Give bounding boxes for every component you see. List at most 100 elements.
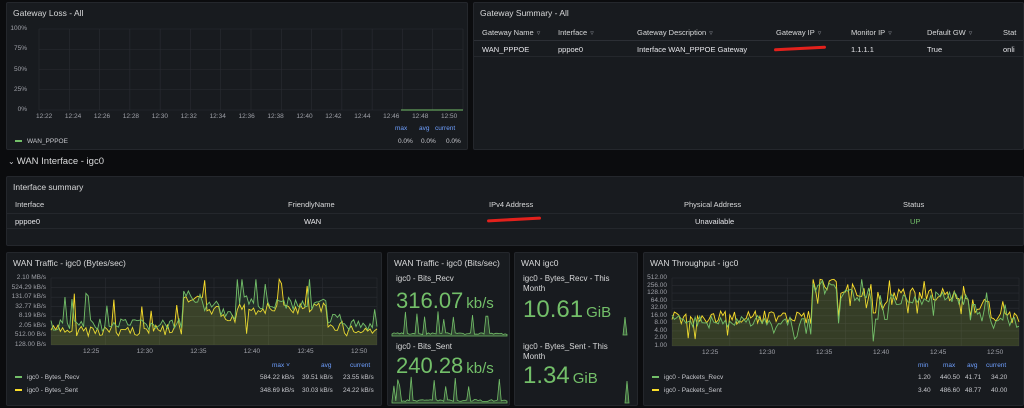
x-tick-label: 12:48 bbox=[412, 113, 429, 120]
y-tick-label: 128.00 B/s bbox=[14, 341, 46, 348]
stat-value-sent[interactable]: 1.34 GiB bbox=[523, 362, 598, 389]
column-header-gateway-ip[interactable]: Gateway IP ▿ bbox=[776, 28, 822, 37]
cell-physical-address: Unavailable bbox=[695, 217, 735, 226]
series-line-bytes-sent bbox=[50, 277, 378, 338]
panel-title[interactable]: Gateway Loss - All bbox=[13, 8, 84, 18]
wan-traffic-bytes-panel: WAN Traffic - igc0 (Bytes/sec) 2.10 MB/s… bbox=[6, 252, 382, 406]
row-header[interactable]: ⌄ WAN Interface - igc0 bbox=[8, 156, 104, 170]
column-header-monitor-ip[interactable]: Monitor IP ▿ bbox=[851, 28, 892, 37]
gateway-summary-panel: Gateway Summary - All Gateway Name ▿ Inte… bbox=[473, 2, 1024, 150]
series-name: igc0 - Packets_Sent bbox=[664, 387, 722, 394]
table-row[interactable]: pppoe0 WAN Unavailable UP bbox=[7, 213, 1023, 229]
x-tick-label: 12:25 bbox=[83, 348, 100, 355]
series-line-bytes-recv bbox=[50, 279, 378, 332]
legend-header-max[interactable]: max bbox=[395, 125, 408, 132]
legend-header-current[interactable]: current bbox=[435, 125, 456, 132]
y-tick-label: 512.00 B/s bbox=[14, 331, 46, 339]
legend-header-avg[interactable]: avg bbox=[321, 362, 332, 369]
panel-title[interactable]: Interface summary bbox=[13, 182, 84, 192]
panel-title[interactable]: Gateway Summary - All bbox=[480, 8, 569, 18]
x-tick-label: 12:38 bbox=[267, 113, 284, 120]
y-tick-label: 1.00 bbox=[654, 342, 667, 349]
stat-value-sent[interactable]: 240.28 kb/s bbox=[396, 353, 494, 378]
stat-value-recv[interactable]: 10.61 GiB bbox=[523, 296, 612, 323]
y-tick-label: 75% bbox=[13, 45, 27, 53]
x-tick-label: 12:28 bbox=[122, 113, 140, 120]
x-tick-label: 12:36 bbox=[238, 113, 255, 120]
legend-item-wan-pppoe[interactable]: WAN_PPPOE 0.0% 0.0% 0.0% bbox=[15, 138, 465, 145]
column-header-gateway-description[interactable]: Gateway Description ▿ bbox=[637, 28, 713, 37]
panel-title[interactable]: WAN Traffic - igc0 (Bytes/sec) bbox=[13, 258, 126, 268]
legend-current: 23.55 kB/s bbox=[343, 374, 374, 381]
legend-item-packets-sent[interactable]: igc0 - Packets_Sent 3.40 486.60 48.77 40… bbox=[652, 387, 1022, 394]
legend-avg: 41.71 bbox=[965, 374, 982, 381]
series-swatch bbox=[15, 389, 22, 392]
legend-header-avg[interactable]: avg bbox=[419, 125, 430, 132]
column-header-status[interactable]: Status bbox=[903, 200, 925, 209]
legend-header-current[interactable]: current bbox=[350, 362, 371, 369]
stat-value-recv[interactable]: 316.07 kb/s bbox=[396, 288, 494, 313]
cell-default-gw: True bbox=[927, 45, 943, 54]
y-tick-label: 0% bbox=[17, 106, 27, 113]
legend-min: 3.40 bbox=[918, 387, 931, 394]
legend-item-bytes-sent[interactable]: igc0 - Bytes_Sent 348.69 kB/s 30.03 kB/s… bbox=[15, 387, 381, 394]
cell-interface: pppoe0 bbox=[15, 217, 41, 226]
x-tick-label: 12:40 bbox=[873, 349, 890, 356]
legend-header-avg[interactable]: avg bbox=[967, 362, 978, 369]
column-header-interface[interactable]: Interface bbox=[15, 200, 45, 209]
y-tick-label: 25% bbox=[13, 85, 27, 93]
legend-max: 486.60 bbox=[940, 387, 960, 394]
x-tick-label: 12:42 bbox=[325, 113, 342, 120]
x-tick-label: 12:35 bbox=[816, 349, 833, 356]
sparkline-month-recv bbox=[622, 316, 628, 336]
x-tick-label: 12:40 bbox=[243, 348, 261, 355]
column-header-physical-address[interactable]: Physical Address bbox=[684, 200, 742, 209]
panel-title[interactable]: WAN Throughput - igc0 bbox=[650, 258, 739, 268]
series-line-packets-sent bbox=[671, 278, 1020, 340]
filter-icon: ▿ bbox=[888, 30, 892, 37]
y-tick-label: 50% bbox=[13, 65, 27, 73]
chevron-down-icon[interactable]: ⌄ bbox=[8, 157, 15, 166]
column-header-gateway-name[interactable]: Gateway Name ▿ bbox=[482, 28, 541, 37]
row-title: WAN Interface - igc0 bbox=[16, 156, 104, 167]
stat-label-sent: igc0 - Bits_Sent bbox=[396, 342, 453, 351]
panel-title[interactable]: WAN igc0 bbox=[521, 258, 559, 268]
stat-label-sent: igc0 - Bytes_Sent - This Month bbox=[523, 342, 608, 361]
x-tick-label: 12:50 bbox=[351, 348, 368, 355]
cell-friendlyname: WAN bbox=[304, 217, 322, 226]
cell-monitor-ip: 1.1.1.1 bbox=[851, 45, 874, 54]
legend-header-current[interactable]: current bbox=[986, 362, 1007, 369]
legend-current: 0.0% bbox=[446, 138, 461, 145]
stat-label-recv: igc0 - Bytes_Recv - This Month bbox=[523, 274, 610, 293]
legend-header-max[interactable]: max bbox=[943, 362, 956, 369]
series-line-packets-recv bbox=[671, 279, 1020, 342]
legend-header-min[interactable]: min bbox=[918, 362, 929, 369]
column-header-interface[interactable]: Interface ▿ bbox=[558, 28, 594, 37]
column-header-default-gw[interactable]: Default GW ▿ bbox=[927, 28, 973, 37]
panel-title[interactable]: WAN Traffic - igc0 (Bits/sec) bbox=[394, 258, 500, 268]
table-header: Gateway Name ▿ Interface ▿ Gateway Descrip… bbox=[474, 23, 1023, 41]
sparkline-recv bbox=[391, 311, 508, 404]
cell-interface: pppoe0 bbox=[558, 45, 584, 54]
filter-icon: ▿ bbox=[817, 30, 822, 37]
legend-item-bytes-recv[interactable]: igc0 - Bytes_Recv 584.22 kB/s 39.51 kB/s… bbox=[15, 374, 381, 381]
legend-item-packets-recv[interactable]: igc0 - Packets_Recv 1.20 440.50 41.71 34… bbox=[652, 374, 1022, 381]
y-tick-label: 256.00 bbox=[647, 281, 667, 289]
gateway-loss-graph[interactable] bbox=[7, 3, 468, 150]
legend-max: 0.0% bbox=[398, 138, 413, 145]
x-tick-label: 12:45 bbox=[930, 349, 947, 356]
filter-icon: ▿ bbox=[968, 30, 973, 37]
y-tick-label: 64.00 bbox=[650, 296, 667, 304]
wan-throughput-panel: WAN Throughput - igc0 512.00 256.00 128.00… bbox=[643, 252, 1024, 406]
stat-label-recv: igc0 - Bits_Recv bbox=[396, 274, 454, 283]
column-header-status[interactable]: Stat bbox=[1003, 28, 1017, 37]
y-tick-label: 2.00 bbox=[654, 334, 667, 342]
column-header-ipv4-address[interactable]: IPv4 Address bbox=[489, 200, 534, 209]
wan-traffic-graph[interactable] bbox=[7, 253, 382, 406]
wan-throughput-graph[interactable] bbox=[644, 253, 1024, 406]
table-row[interactable]: WAN_PPPOE pppoe0 Interface WAN_PPPOE Gat… bbox=[474, 41, 1023, 57]
x-tick-label: 12:30 bbox=[136, 348, 153, 355]
column-header-friendlyname[interactable]: FriendlyName bbox=[288, 200, 335, 209]
legend-avg: 0.0% bbox=[421, 138, 436, 145]
legend-header-max[interactable]: max ˅ bbox=[272, 362, 290, 369]
